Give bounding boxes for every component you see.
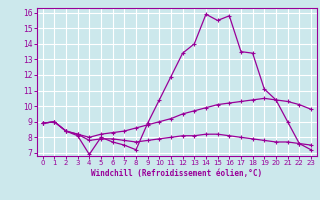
X-axis label: Windchill (Refroidissement éolien,°C): Windchill (Refroidissement éolien,°C) — [91, 169, 262, 178]
